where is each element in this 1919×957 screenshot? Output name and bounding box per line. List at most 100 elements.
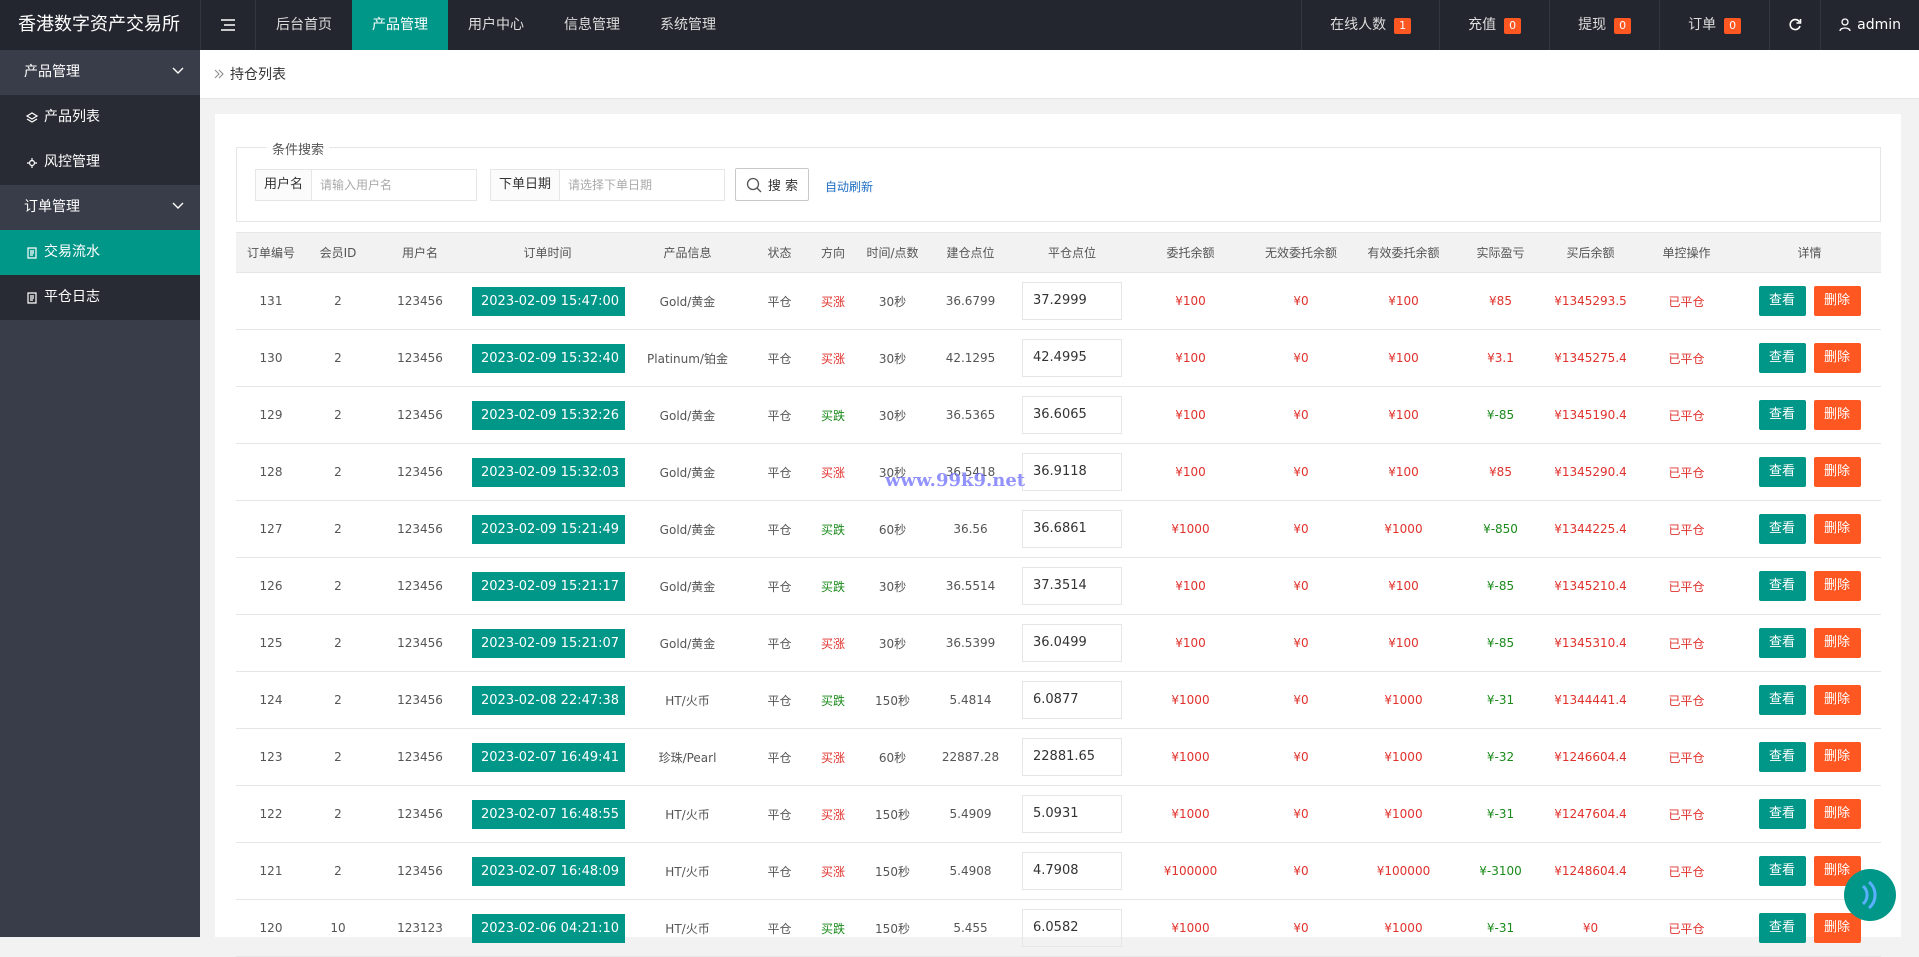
table-cell: 131 (236, 272, 306, 330)
stat-item[interactable]: 提现 0 (1549, 0, 1659, 50)
view-button[interactable]: 查看 (1758, 457, 1806, 487)
search-panel: 条件搜索 用户名 请输入用户名 下单日期 请选择下单日期 搜 索 自动刷新 (236, 139, 1881, 222)
cell-text: ¥0 (1293, 351, 1309, 365)
close-price-input[interactable]: 36.9118 (1022, 453, 1122, 491)
table-cell: ¥1345210.4 (1546, 557, 1635, 615)
close-price-input[interactable]: 37.3514 (1022, 567, 1122, 605)
nav-item[interactable]: 系统管理 (660, 17, 716, 33)
close-price-input[interactable]: 36.6861 (1022, 510, 1122, 548)
close-price-input[interactable]: 37.2999 (1022, 282, 1122, 320)
table-cell: 4.7908 (1013, 842, 1131, 900)
order-time: 2023-02-09 15:47:00 (472, 286, 625, 316)
cell-text: ¥100 (1175, 465, 1206, 479)
cell-text: 123456 (397, 864, 443, 878)
table-cell: 平仓 (750, 386, 809, 444)
table-cell: ¥100 (1131, 557, 1250, 615)
order-time: 2023-02-09 15:32:26 (472, 400, 625, 430)
stat-item[interactable]: 订单 0 (1659, 0, 1769, 50)
delete-button[interactable]: 删除 (1813, 628, 1861, 658)
delete-button[interactable]: 删除 (1813, 457, 1861, 487)
cell-text: 平仓 (767, 807, 792, 822)
table-cell: 123456 (370, 671, 470, 729)
auto-refresh-link[interactable]: 自动刷新 (825, 180, 874, 194)
search-field[interactable]: 用户名 请输入用户名 (255, 169, 477, 201)
delete-button[interactable]: 删除 (1813, 685, 1861, 715)
menu-item[interactable]: 平仓日志 (0, 275, 200, 320)
column-header: 平仓点位 (1013, 232, 1131, 273)
menu-toggle[interactable] (200, 0, 256, 50)
view-button[interactable]: 查看 (1758, 628, 1806, 658)
delete-button[interactable]: 删除 (1813, 400, 1861, 430)
delete-button[interactable]: 删除 (1813, 742, 1861, 772)
column-header: 建仓点位 (928, 232, 1013, 273)
delete-button[interactable]: 删除 (1813, 343, 1861, 373)
cell-text: ¥0 (1293, 864, 1309, 878)
view-button[interactable]: 查看 (1758, 913, 1806, 943)
view-button[interactable]: 查看 (1758, 685, 1806, 715)
user-menu[interactable]: admin (1820, 0, 1919, 50)
menu-item[interactable]: 风控管理 (0, 140, 200, 185)
menu-group[interactable]: 产品管理 (0, 50, 200, 95)
menu-item-icon (27, 291, 37, 304)
cell-text: ¥1000 (1384, 750, 1423, 764)
view-button[interactable]: 查看 (1758, 400, 1806, 430)
menu-group[interactable]: 订单管理 (0, 185, 200, 230)
cell-text: 已平仓 (1668, 921, 1705, 936)
table-cell: ¥100000 (1131, 842, 1250, 900)
delete-button[interactable]: 删除 (1813, 571, 1861, 601)
stat-label: 订单 (1688, 17, 1717, 33)
cell-text: ¥100 (1175, 351, 1206, 365)
search-button[interactable]: 搜 索 (735, 168, 809, 201)
close-price-input[interactable]: 5.0931 (1022, 795, 1122, 833)
chat-button[interactable] (1843, 868, 1897, 922)
delete-button[interactable]: 删除 (1813, 799, 1861, 829)
table-cell: 120 (236, 899, 306, 957)
actions-cell: 查看 删除 (1738, 728, 1881, 786)
stat-item[interactable]: 充值 0 (1439, 0, 1549, 50)
table-cell: 买涨 (809, 443, 857, 501)
header-row: 订单编号 会员ID 用户名 订单时间 产品信息 状态 方向 时间/点数 建仓点位 平仓点位 委托余额… (236, 232, 1881, 273)
table-cell: 2023-02-09 15:32:40 (470, 329, 625, 387)
menu-item[interactable]: 产品列表 (0, 95, 200, 140)
search-field[interactable]: 下单日期 请选择下单日期 (490, 169, 725, 201)
view-button[interactable]: 查看 (1758, 514, 1806, 544)
delete-button[interactable]: 删除 (1813, 286, 1861, 316)
table-cell: ¥100000 (1352, 842, 1455, 900)
nav-item[interactable]: 后台首页 (276, 17, 332, 33)
logo[interactable]: 香港数字资产交易所 (0, 0, 200, 50)
view-button[interactable]: 查看 (1758, 286, 1806, 316)
cell-text: 123456 (397, 750, 443, 764)
stat-item[interactable]: 在线人数 1 (1301, 0, 1439, 50)
table-cell: 买涨 (809, 614, 857, 672)
close-price-input[interactable]: 22881.65 (1022, 738, 1122, 776)
actions-cell: 查看 删除 (1738, 614, 1881, 672)
column-header: 单控操作 (1635, 232, 1738, 273)
table-cell: 平仓 (750, 785, 809, 843)
table-cell: ¥100 (1352, 443, 1455, 501)
order-time: 2023-02-09 15:32:40 (472, 343, 625, 373)
close-price-input[interactable]: 4.7908 (1022, 852, 1122, 890)
nav-item[interactable]: 信息管理 (564, 17, 620, 33)
delete-button[interactable]: 删除 (1813, 514, 1861, 544)
view-button[interactable]: 查看 (1758, 343, 1806, 373)
close-price-input[interactable]: 42.4995 (1022, 339, 1122, 377)
refresh-button[interactable] (1769, 0, 1820, 50)
close-price-input[interactable]: 36.0499 (1022, 624, 1122, 662)
table-cell: ¥1344441.4 (1546, 671, 1635, 729)
nav-item[interactable]: 产品管理 (352, 0, 448, 50)
close-price-input[interactable]: 6.0877 (1022, 681, 1122, 719)
nav-item[interactable]: 用户中心 (468, 17, 524, 33)
menu-item[interactable]: 交易流水 (0, 230, 200, 275)
view-button[interactable]: 查看 (1758, 856, 1806, 886)
table-cell: ¥100 (1352, 386, 1455, 444)
view-button[interactable]: 查看 (1758, 571, 1806, 601)
view-button[interactable]: 查看 (1758, 742, 1806, 772)
table-cell: 123456 (370, 329, 470, 387)
view-button[interactable]: 查看 (1758, 799, 1806, 829)
close-price-input[interactable]: 36.6065 (1022, 396, 1122, 434)
table-row: 125 2 123456 2023-02-09 15:21:07 Gold/黄金 平仓 买涨… (236, 614, 1881, 672)
table-cell: ¥-85 (1455, 557, 1546, 615)
cell-text: ¥100000 (1163, 864, 1218, 878)
close-price-input[interactable]: 6.0582 (1022, 909, 1122, 947)
cell-text: 5.455 (953, 921, 988, 935)
